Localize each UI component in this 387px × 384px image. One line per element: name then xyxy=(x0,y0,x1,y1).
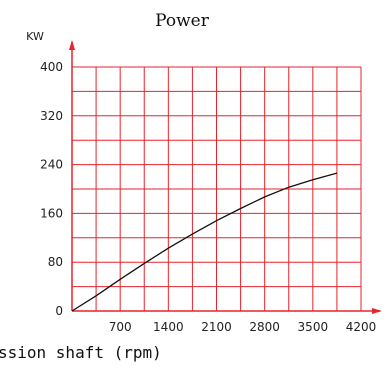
y-tick-label: 0 xyxy=(55,304,63,318)
x-axis-label: ssion shaft (rpm) xyxy=(0,343,162,362)
y-tick-label: 320 xyxy=(40,109,63,123)
x-tick-label: 1400 xyxy=(153,320,184,334)
y-tick-label: 240 xyxy=(40,158,63,172)
x-axis-arrow xyxy=(372,308,382,314)
series-line xyxy=(71,172,338,312)
y-axis-arrow xyxy=(69,40,75,50)
x-tick-label: 4200 xyxy=(346,320,377,334)
y-tick-labels: 0 80 160 240 320 400 xyxy=(40,60,63,318)
chart-title: Power xyxy=(155,11,210,31)
axes xyxy=(69,40,382,314)
x-tick-labels: 700 1400 2100 2800 3500 4200 xyxy=(109,320,377,334)
grid xyxy=(72,66,362,311)
x-tick-label: 2100 xyxy=(201,320,232,334)
y-axis-unit: KW xyxy=(26,30,44,43)
y-tick-label: 400 xyxy=(40,60,63,74)
x-tick-label: 2800 xyxy=(249,320,280,334)
series-group xyxy=(71,172,338,312)
y-tick-label: 160 xyxy=(40,206,63,220)
x-tick-label: 700 xyxy=(109,320,132,334)
y-tick-label: 80 xyxy=(48,255,63,269)
x-tick-label: 3500 xyxy=(298,320,329,334)
